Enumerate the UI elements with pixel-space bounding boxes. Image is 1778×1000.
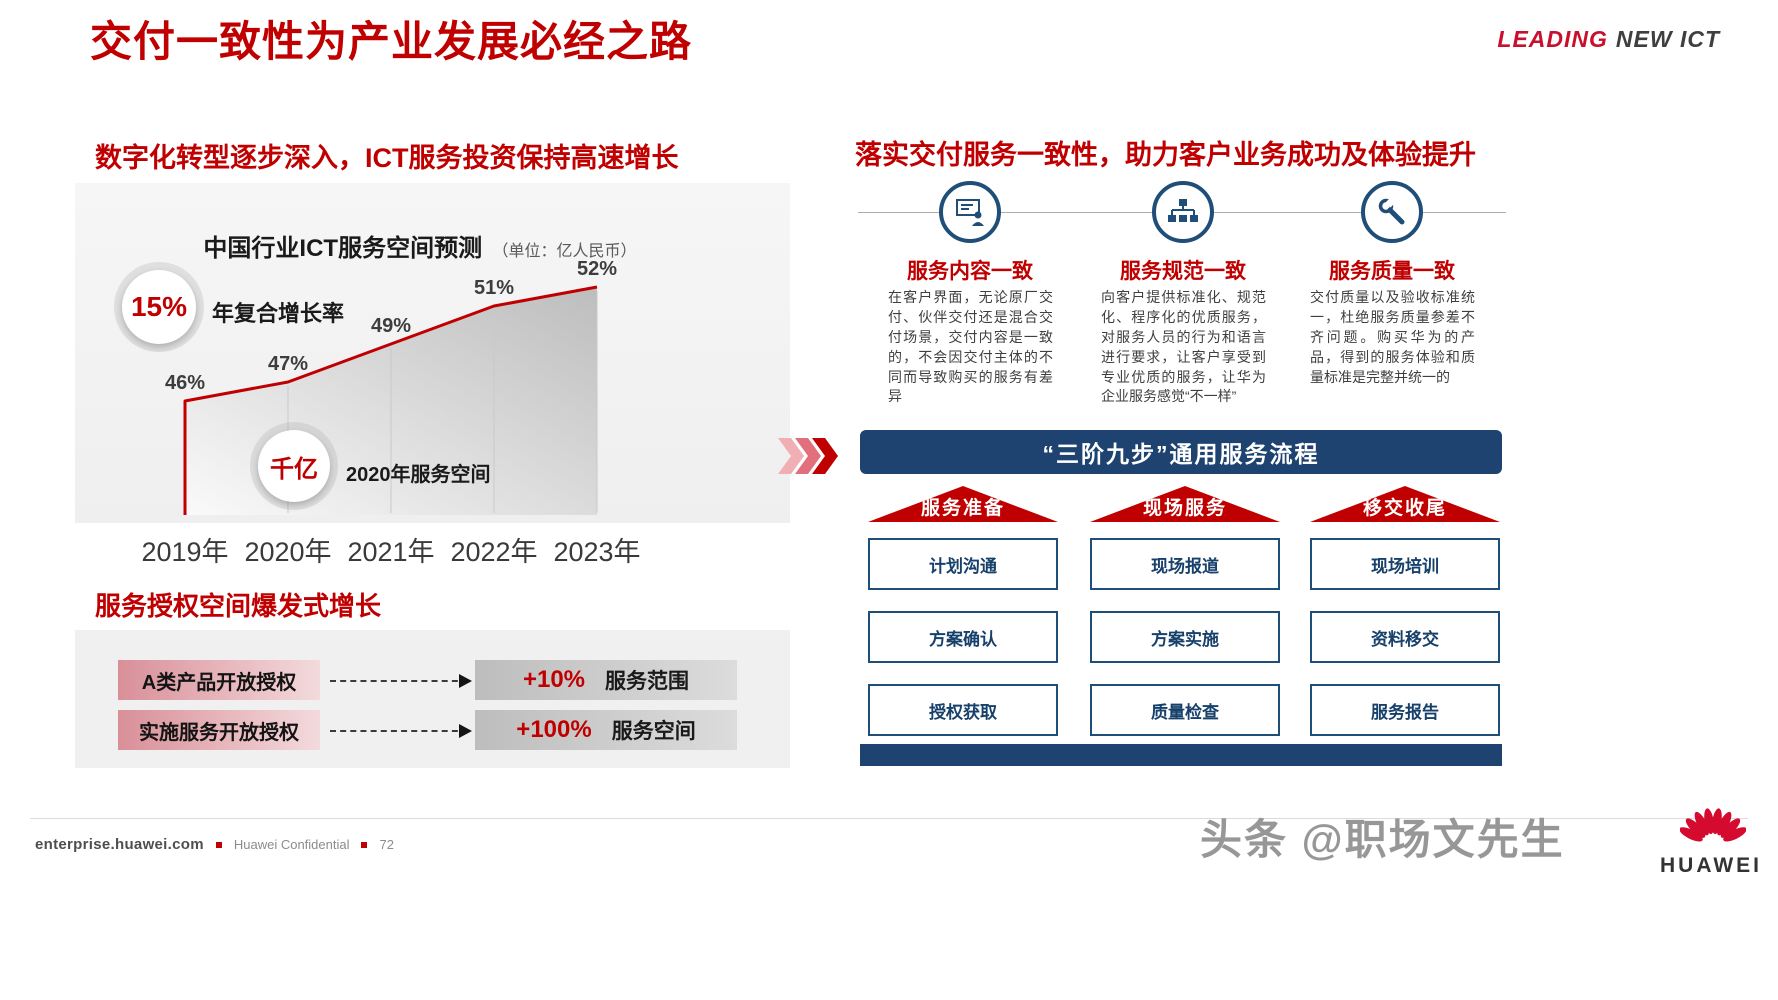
service-space-badge-label: 2020年服务空间 [346,464,491,486]
process-banner: “三阶九步”通用服务流程 [860,430,1502,474]
pillar-title: 服务内容一致 [907,260,1033,283]
auth-row-percent: +100% [516,716,592,743]
pillar-circle [1361,181,1423,243]
phase-title: 服务准备 [920,498,1005,519]
svg-text:46%: 46% [165,372,205,394]
footer-separator-icon [215,841,222,848]
pillar-circle [1152,181,1214,243]
step-box: 现场培训 [1310,538,1500,590]
chart-title: 中国行业ICT服务空间预测 [203,235,483,262]
svg-text:47%: 47% [268,353,308,375]
chart-x-axis-labels: 2019年 2020年 2021年 2022年 2023年 [135,530,647,569]
auth-row-result: +100% 服务空间 [475,710,737,750]
cagr-badge-label: 年复合增长率 [212,301,345,326]
svg-text:52%: 52% [577,258,617,280]
auth-row-percent: +10% [522,666,586,693]
auth-row-label: A类产品开放授权 [118,660,320,700]
service-space-badge: 千亿 [258,430,330,502]
triple-chevron-icon [778,438,838,474]
org-chart-icon [1168,199,1198,222]
year-label: 2022年 [450,537,538,567]
year-label: 2023年 [553,537,641,567]
auth-row-label: 实施服务开放授权 [118,710,320,750]
authorization-heading: 服务授权空间爆发式增长 [95,591,382,621]
step-box: 方案确认 [868,611,1058,663]
pillar-title: 服务规范一致 [1120,260,1246,283]
step-box: 方案实施 [1090,611,1280,663]
logo-newict-text: NEW ICT [1615,26,1720,52]
phase-pennant: 服务准备 [868,486,1058,522]
phase-pennant: 现场服务 [1090,486,1280,522]
pillar-title: 服务质量一致 [1329,260,1455,283]
leading-new-ict-logo: LEADING NEW ICT [1497,26,1720,53]
footer-divider [30,818,1748,819]
step-box: 现场报道 [1090,538,1280,590]
process-bottom-bar [860,744,1502,766]
pillar-description: 向客户提供标准化、规范化、程序化的优质服务，对服务人员的行为和语言进行要求，让客… [1101,289,1266,405]
phase-pennant: 移交收尾 [1310,486,1500,522]
auth-row-desc: 服务范围 [605,670,690,693]
phase-title: 现场服务 [1142,498,1227,519]
pillar-circle [939,181,1001,243]
footer-separator-icon [361,841,368,848]
footer-confidential: Huawei Confidential [233,837,350,852]
auth-row-desc: 服务空间 [611,720,696,743]
watermark-text: 头条 @职场文先生 [1200,816,1565,863]
phase-title: 移交收尾 [1362,498,1447,519]
dashed-arrow-icon [330,724,472,738]
wrench-icon [1378,197,1405,225]
right-section-heading: 落实交付服务一致性，助力客户业务成功及体验提升 [855,140,1476,170]
logo-leading-text: LEADING [1497,26,1608,52]
chart-unit-label: （单位：亿人民币） [492,243,637,260]
page-title: 交付一致性为产业发展必经之路 [90,18,693,65]
pillar-description: 交付质量以及验收标准统一，杜绝服务质量参差不齐问题。购买华为的产品，得到的服务体… [1310,289,1475,385]
year-label: 2020年 [244,537,332,567]
step-box: 计划沟通 [868,538,1058,590]
huawei-flower-icon [1680,808,1746,842]
step-box: 资料移交 [1310,611,1500,663]
presentation-person-icon [956,199,984,226]
year-label: 2019年 [141,537,229,567]
dashed-arrow-icon [330,674,472,688]
left-section-heading: 数字化转型逐步深入，ICT服务投资保持高速增长 [95,143,679,173]
page-number: 72 [379,837,394,852]
year-label: 2021年 [347,537,435,567]
svg-text:51%: 51% [474,277,514,299]
svg-text:49%: 49% [371,315,411,337]
chart-title-row: 中国行业ICT服务空间预测 （单位：亿人民币） [150,228,690,263]
step-box: 服务报告 [1310,684,1500,736]
pillar-description: 在客户界面，无论原厂交付、伙伴交付还是混合交付场景，交付内容是一致的，不会因交付… [888,289,1053,405]
cagr-badge: 15% [122,270,196,344]
step-box: 质量检查 [1090,684,1280,736]
step-box: 授权获取 [868,684,1058,736]
auth-row-result: +10% 服务范围 [475,660,737,700]
footer: enterprise.huawei.com Huawei Confidentia… [35,836,394,853]
huawei-brand-text: HUAWEI [1660,854,1762,877]
footer-site-link[interactable]: enterprise.huawei.com [35,836,204,853]
